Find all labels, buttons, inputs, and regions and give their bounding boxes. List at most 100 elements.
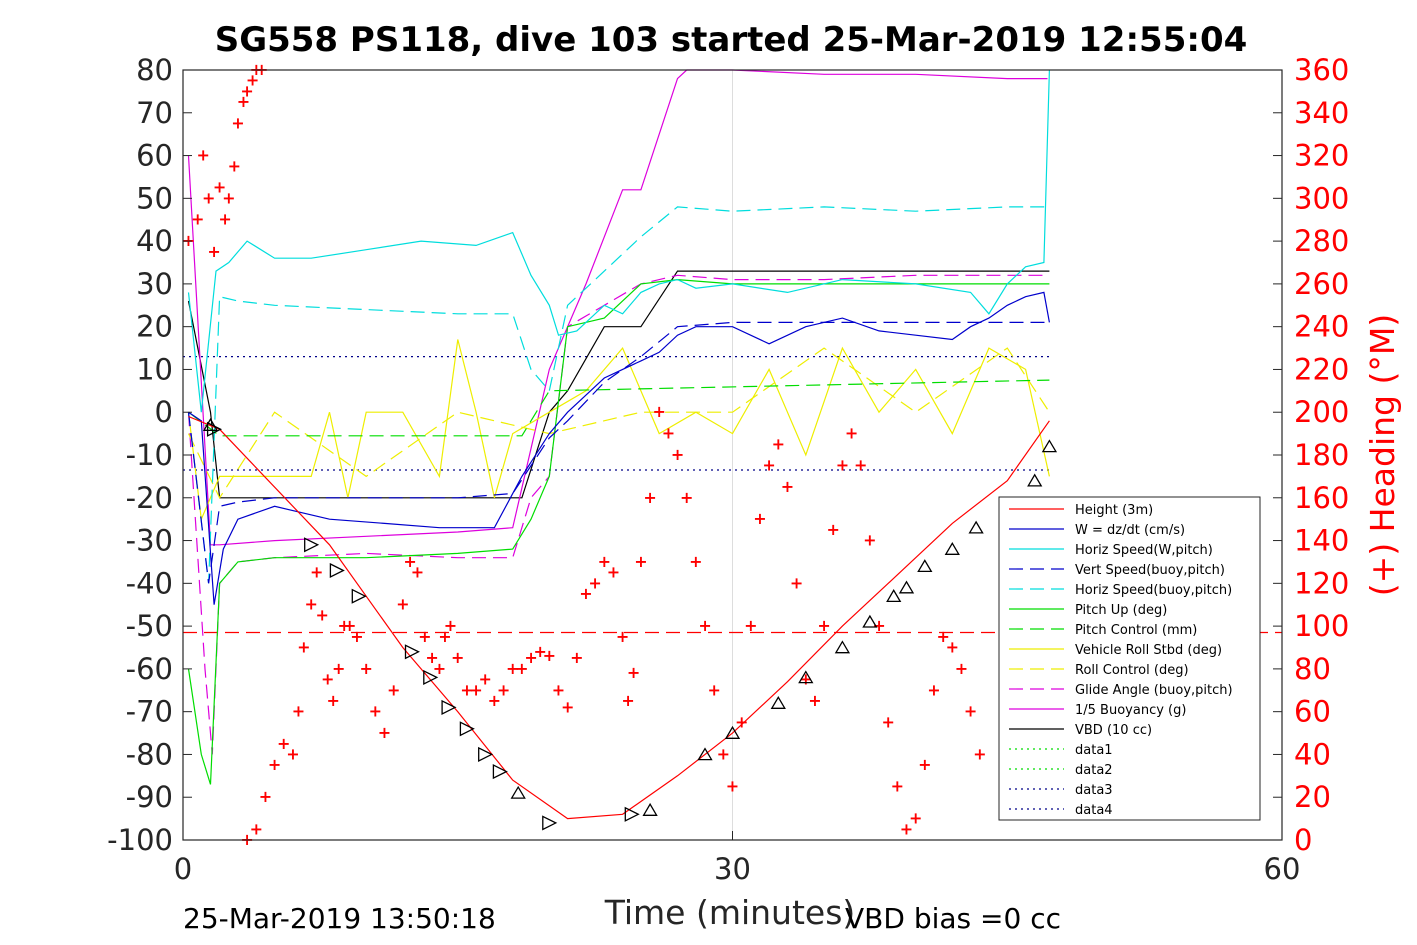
triangle-marker-up xyxy=(968,520,984,534)
heading-point: + xyxy=(946,638,959,657)
right-tick-label: 180 xyxy=(1294,438,1349,472)
heading-point: + xyxy=(369,702,382,721)
heading-point: + xyxy=(543,646,556,665)
left-tick-label: 50 xyxy=(136,181,173,215)
heading-point: + xyxy=(218,210,231,229)
triangle-marker-up xyxy=(886,589,902,603)
series-line-6 xyxy=(188,379,1050,437)
heading-point: + xyxy=(552,680,565,699)
heading-point: + xyxy=(350,627,363,646)
triangle-marker-up xyxy=(770,696,786,709)
triangle-marker-up xyxy=(1027,473,1043,487)
heading-point: + xyxy=(973,744,986,763)
right-tick-label: 220 xyxy=(1294,352,1349,386)
right-tick-label: 160 xyxy=(1294,481,1349,515)
left-tick-label: -100 xyxy=(107,823,173,857)
left-tick-label: 20 xyxy=(136,310,173,344)
heading-point: + xyxy=(808,691,821,710)
series-line-9 xyxy=(187,274,1050,755)
series-line-7 xyxy=(187,339,1050,522)
heading-point: + xyxy=(891,777,904,796)
right-tick-label: 320 xyxy=(1294,139,1349,173)
heading-point: + xyxy=(781,477,794,496)
left-tick-label: 80 xyxy=(136,53,173,87)
right-tick-label: 280 xyxy=(1294,224,1349,258)
triangle-marker-down xyxy=(492,764,508,780)
heading-point: + xyxy=(292,702,305,721)
heading-point: + xyxy=(479,670,492,689)
triangle-marker-down xyxy=(423,669,439,685)
heading-point: + xyxy=(533,642,546,661)
heading-point: + xyxy=(900,819,913,838)
heading-point: + xyxy=(726,777,739,796)
heading-point: + xyxy=(836,456,849,475)
triangle-marker-up xyxy=(202,417,219,431)
right-tick-label: 0 xyxy=(1294,823,1312,857)
heading-point: + xyxy=(310,563,323,582)
heading-point: + xyxy=(259,787,272,806)
triangle-marker-up xyxy=(898,580,915,594)
right-tick-label: 200 xyxy=(1294,395,1349,429)
series-line-4 xyxy=(187,206,1050,584)
heading-point: + xyxy=(316,605,329,624)
triangle-marker-up xyxy=(1041,439,1058,453)
heading-point: + xyxy=(762,456,775,475)
heading-point: + xyxy=(277,734,290,753)
heading-point: + xyxy=(579,584,592,603)
heading-point: + xyxy=(378,723,391,742)
left-tick-label: 40 xyxy=(136,224,173,258)
triangle-marker-up xyxy=(724,725,741,739)
heading-point: + xyxy=(588,573,601,592)
heading-point: + xyxy=(909,809,922,828)
heading-point: + xyxy=(321,670,334,689)
heading-point: + xyxy=(680,488,693,507)
right-tick-label: 40 xyxy=(1294,737,1331,771)
triangle-marker-down xyxy=(459,721,475,737)
left-tick-label: -30 xyxy=(126,524,173,558)
legend: Height (3m) W = dz/dt (cm/s) Horiz Speed(W… xyxy=(998,496,1261,821)
heading-point: + xyxy=(772,434,785,453)
legend-label: data3 xyxy=(1075,783,1113,798)
legend-label: data1 xyxy=(1075,743,1113,758)
right-tick-label: 20 xyxy=(1294,780,1331,814)
triangle-marker-up xyxy=(944,542,960,555)
triangle-marker-down xyxy=(329,562,345,579)
triangle-marker-down xyxy=(478,746,494,762)
legend-label: Roll Control (deg) xyxy=(1075,663,1189,678)
triangle-marker-down xyxy=(404,644,420,660)
heading-point: + xyxy=(297,638,310,657)
series-line-8 xyxy=(187,347,1050,500)
right-tick-label: 300 xyxy=(1294,181,1349,215)
heading-point: + xyxy=(387,680,400,699)
heading-point: + xyxy=(451,648,464,667)
heading-point: + xyxy=(425,648,438,667)
heading-point: + xyxy=(607,563,620,582)
heading-point: + xyxy=(444,616,457,635)
heading-point: + xyxy=(627,663,640,682)
heading-point: + xyxy=(643,488,656,507)
left-tick-label: 10 xyxy=(136,352,173,386)
heading-point: + xyxy=(497,680,510,699)
triangle-marker-down xyxy=(304,537,320,553)
left-tick-label: -90 xyxy=(126,780,173,814)
heading-point: + xyxy=(616,627,629,646)
triangle-marker-up xyxy=(642,802,658,816)
left-tick-label: 30 xyxy=(136,267,173,301)
heading-point: + xyxy=(698,616,711,635)
triangle-marker-up xyxy=(510,785,526,799)
heading-point: + xyxy=(506,659,519,678)
triangle-marker-down xyxy=(624,806,640,822)
heading-point: + xyxy=(854,456,867,475)
heading-point: + xyxy=(735,712,748,731)
heading-point: + xyxy=(326,691,339,710)
heading-point: + xyxy=(337,616,350,635)
x-axis: 0 30 60 xyxy=(174,831,1300,886)
chart-title: SG558 PS118, dive 103 started 25-Mar-201… xyxy=(215,20,1248,60)
legend-label: Pitch Control (mm) xyxy=(1075,623,1197,638)
right-tick-label: 340 xyxy=(1294,96,1349,130)
left-tick-label: -80 xyxy=(126,737,173,771)
heading-point: + xyxy=(191,210,204,229)
right-tick-label: 260 xyxy=(1294,267,1349,301)
heading-point: + xyxy=(817,616,830,635)
heading-point: + xyxy=(827,520,840,539)
